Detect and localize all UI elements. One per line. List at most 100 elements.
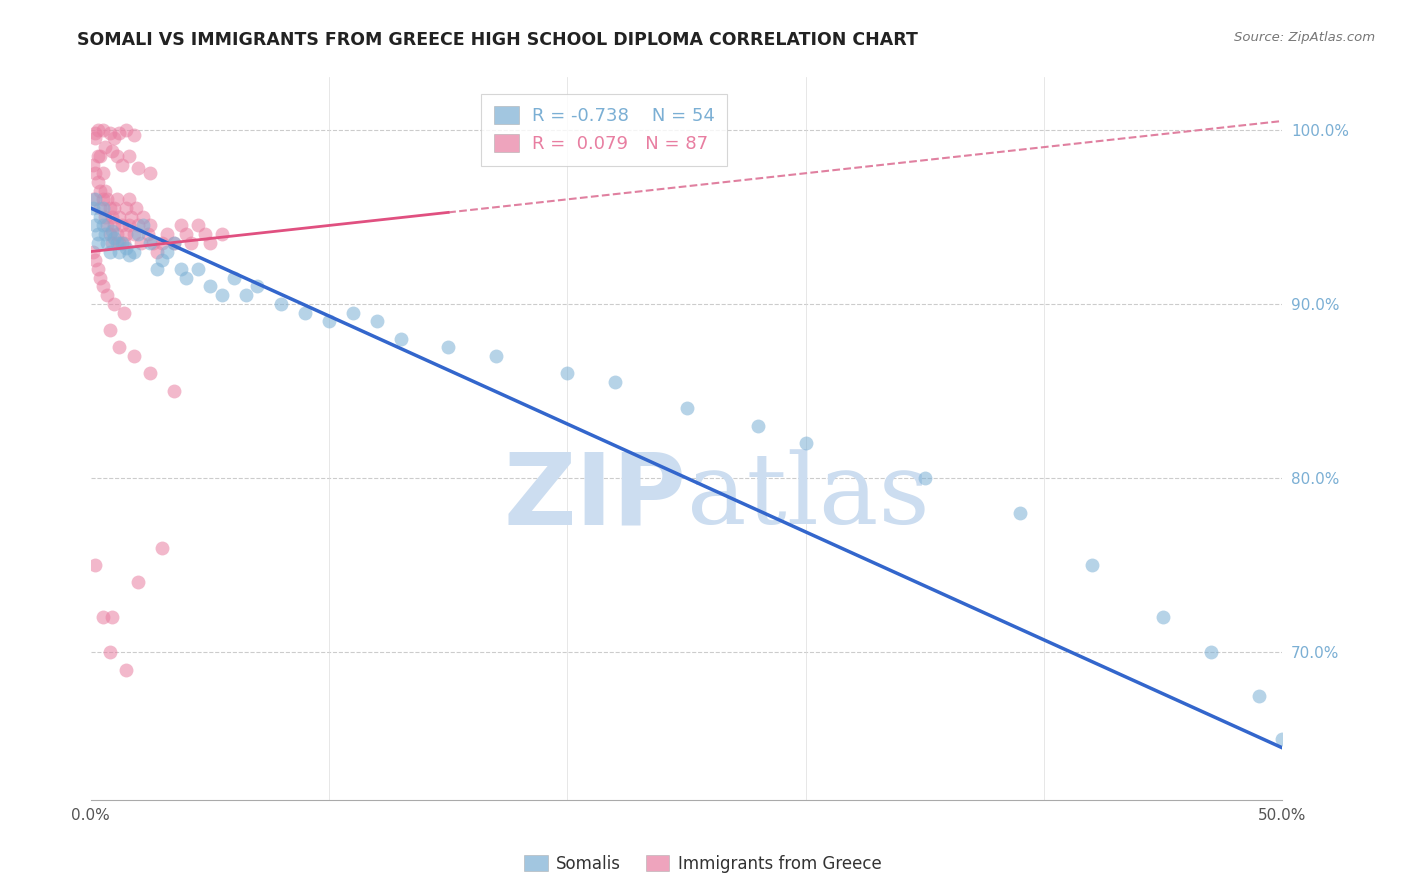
Point [91,166,114,180]
Point [87,149,110,163]
Point [1247,689,1270,703]
Point [150,235,173,250]
Point [94,210,117,224]
Point [101,144,124,158]
Point [108,126,131,140]
Point [115,241,138,255]
Point [139,235,162,250]
Point [557,367,579,381]
Point [146,244,169,259]
Point [112,235,135,250]
Point [105,192,128,206]
Point [91,201,114,215]
Point [1081,558,1104,572]
Point [94,140,117,154]
Point [96,192,118,206]
Point [115,122,138,136]
Point [84,558,107,572]
Point [342,305,364,319]
Point [103,230,125,244]
Point [211,288,233,302]
Point [84,253,107,268]
Point [115,663,138,677]
Point [101,235,124,250]
Point [794,436,817,450]
Point [389,332,412,346]
Point [110,157,132,171]
Point [108,244,131,259]
Point [127,575,149,590]
Point [163,384,186,398]
Point [675,401,697,416]
Point [118,248,141,262]
Point [163,235,186,250]
Point [87,175,110,189]
Point [89,184,111,198]
Point [294,305,316,319]
Point [91,122,114,136]
Point [103,131,125,145]
Point [139,367,162,381]
Point [89,201,111,215]
Point [108,210,131,224]
Point [89,149,111,163]
Point [127,161,149,175]
Point [94,184,117,198]
Point [150,541,173,555]
Point [122,244,145,259]
Point [132,219,155,233]
Legend: Somalis, Immigrants from Greece: Somalis, Immigrants from Greece [517,848,889,880]
Point [115,227,138,242]
Legend: R = -0.738    N = 54, R =  0.079   N = 87: R = -0.738 N = 54, R = 0.079 N = 87 [481,94,727,166]
Text: SOMALI VS IMMIGRANTS FROM GREECE HIGH SCHOOL DIPLOMA CORRELATION CHART: SOMALI VS IMMIGRANTS FROM GREECE HIGH SC… [77,31,918,49]
Point [222,270,245,285]
Point [270,297,292,311]
Point [129,235,152,250]
Point [142,235,165,250]
Point [174,270,197,285]
Point [122,128,145,142]
Text: atlas: atlas [686,449,929,544]
Point [91,192,114,206]
Point [87,235,110,250]
Point [146,262,169,277]
Point [91,219,114,233]
Point [98,244,121,259]
Point [98,227,121,242]
Point [87,227,110,242]
Point [98,201,121,215]
Point [198,235,221,250]
Point [118,149,141,163]
Point [122,349,145,363]
Point [105,149,128,163]
Point [87,122,110,136]
Point [120,210,142,224]
Point [110,235,132,250]
Point [96,235,118,250]
Point [118,192,141,206]
Point [96,219,118,233]
Point [174,227,197,242]
Point [170,262,193,277]
Point [101,610,124,624]
Point [235,288,257,302]
Point [170,219,193,233]
Point [1152,610,1174,624]
Point [87,262,110,277]
Point [101,210,124,224]
Point [485,349,508,363]
Point [98,323,121,337]
Point [98,126,121,140]
Point [747,418,769,433]
Point [103,297,125,311]
Point [91,610,114,624]
Point [101,224,124,238]
Point [82,201,104,215]
Point [127,219,149,233]
Point [603,375,626,389]
Point [110,219,132,233]
Point [366,314,388,328]
Point [318,314,340,328]
Point [125,201,148,215]
Point [156,244,179,259]
